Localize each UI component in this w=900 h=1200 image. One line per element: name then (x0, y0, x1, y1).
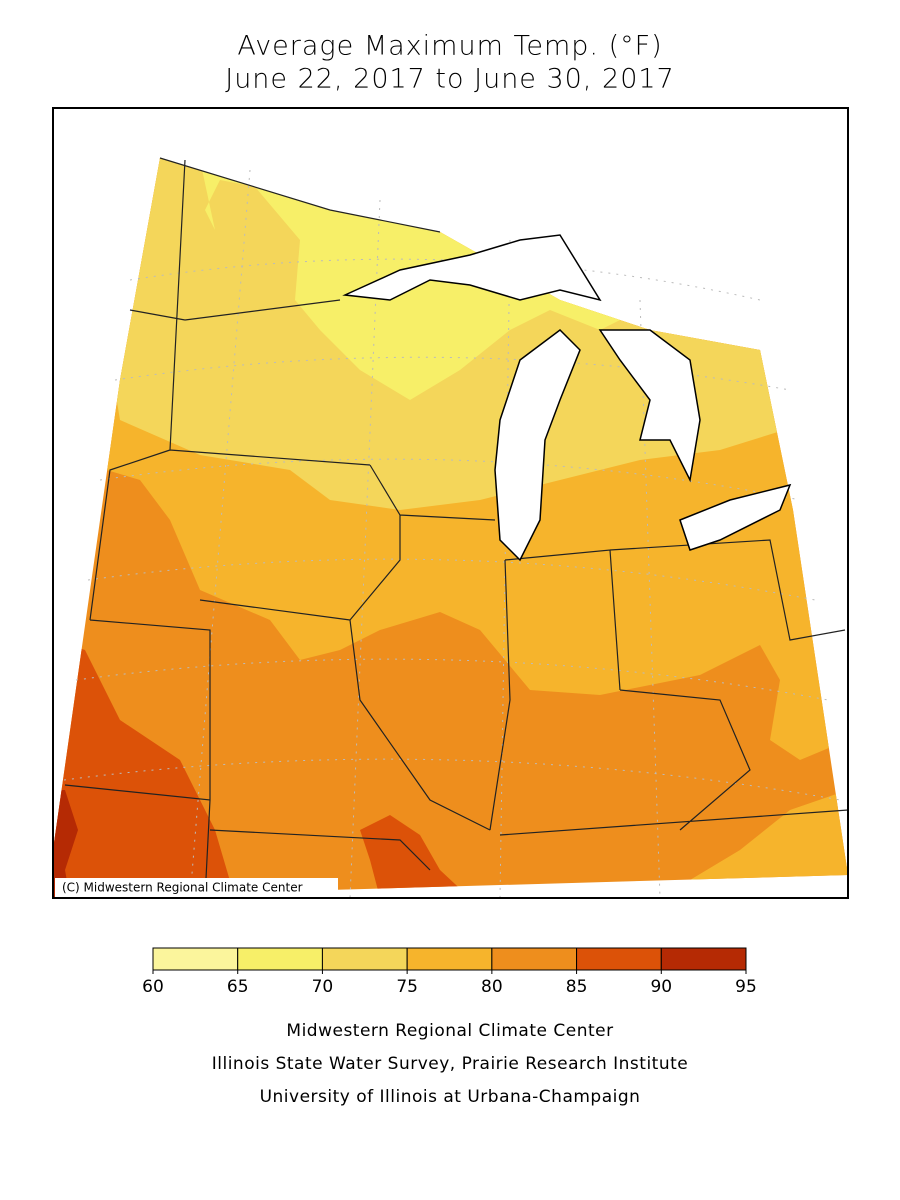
map-frame (52, 107, 849, 899)
copyright: (C) Midwestern Regional Climate Center (62, 881, 303, 895)
subtitle: June 22, 2017 to June 30, 2017 (225, 64, 675, 95)
legend-swatch (660, 947, 747, 971)
grid (63, 169, 841, 899)
legend-tick-label: 90 (650, 977, 672, 997)
lake-huron (598, 329, 701, 483)
legend-tick-label: 70 (312, 977, 334, 997)
zone (690, 790, 848, 898)
lake-superior (342, 234, 602, 302)
footer-line: University of Illinois at Urbana-Champai… (260, 1087, 641, 1107)
legend-tick-label: 80 (481, 977, 503, 997)
legend-swatch (321, 947, 408, 971)
boundaries: (C) Midwestern Regional Climate Center (52, 107, 849, 899)
legend-swatch (491, 947, 578, 971)
footer-line: Midwestern Regional Climate Center (286, 1021, 613, 1041)
footer-line: Illinois State Water Survey, Prairie Res… (212, 1054, 688, 1074)
legend-tick-label: 65 (227, 977, 249, 997)
legend-tick-label: 75 (396, 977, 418, 997)
lake-erie (679, 483, 792, 551)
legend-swatch (237, 947, 323, 971)
zone (53, 640, 235, 898)
zone (53, 790, 78, 898)
legend-tick-label: 85 (566, 977, 588, 997)
copyright-box (55, 878, 338, 897)
legend-swatch (152, 947, 239, 971)
zone (360, 815, 470, 898)
lake-michigan (494, 329, 581, 562)
legend-tick-label: 95 (735, 977, 757, 997)
title: Average Maximum Temp. (°F) (237, 31, 662, 62)
legend-tick-label: 60 (142, 977, 164, 997)
legend-swatch (576, 947, 662, 971)
legend-swatch (406, 947, 493, 971)
legend: 60 65 70 75 80 85 90 95 (142, 947, 757, 997)
